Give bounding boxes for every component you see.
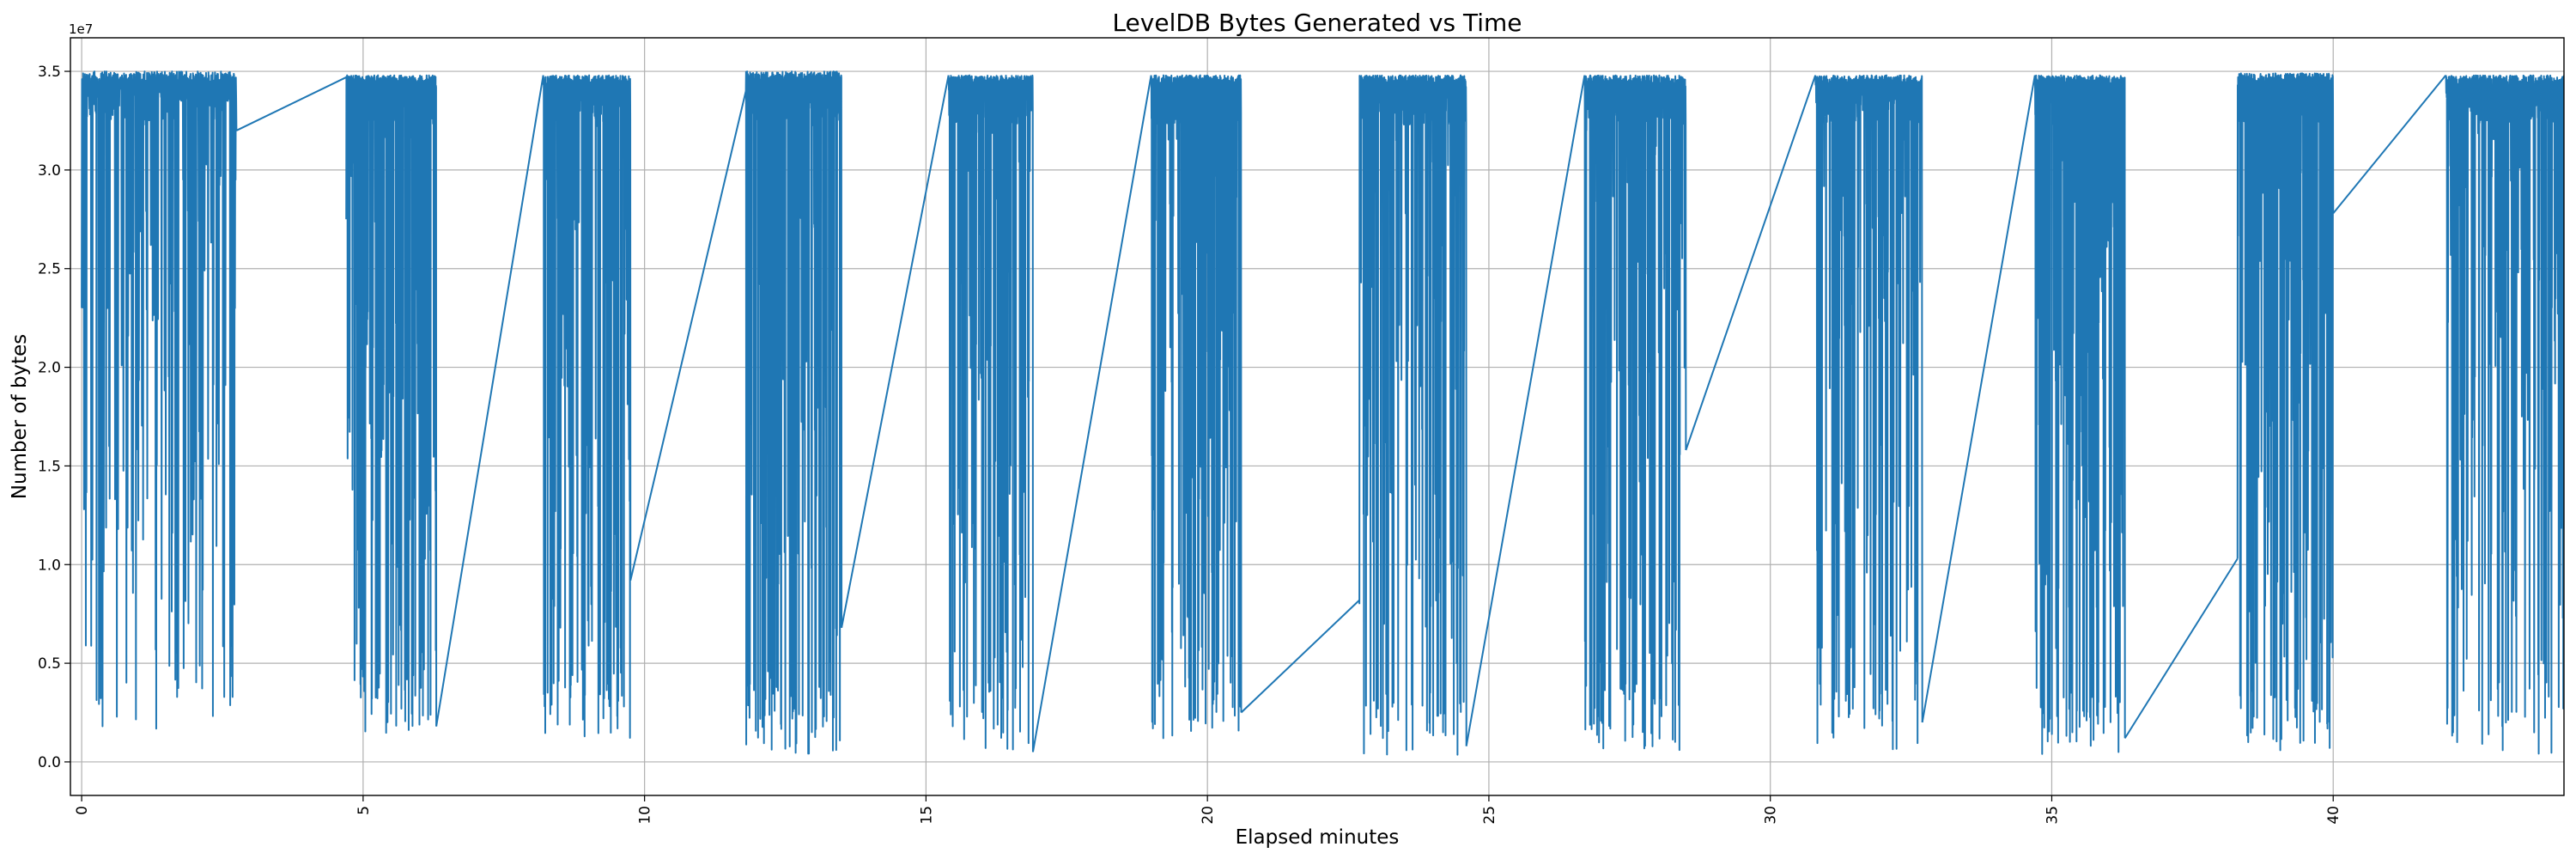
x-tick-label: 20 bbox=[1200, 806, 1217, 825]
series-layer bbox=[81, 70, 2564, 756]
y-tick-label: 0.5 bbox=[38, 655, 61, 673]
x-axis-label: Elapsed minutes bbox=[1236, 826, 1400, 849]
x-tick-label: 10 bbox=[637, 806, 654, 825]
series-burst-7 bbox=[1358, 74, 1467, 756]
series-gap-connector-7 bbox=[1465, 75, 1586, 746]
y-tick-label: 2.0 bbox=[38, 360, 61, 377]
y-tick-label: 2.5 bbox=[38, 261, 61, 278]
x-tick-label: 40 bbox=[2325, 806, 2342, 825]
series-burst-3 bbox=[542, 74, 632, 740]
plot-frame bbox=[70, 37, 2565, 796]
y-axis-label: Number of bytes bbox=[9, 334, 31, 500]
series-gap-connector-3 bbox=[629, 90, 747, 581]
series-gap-connector-11 bbox=[2332, 75, 2447, 215]
y-tick-label: 1.0 bbox=[38, 557, 61, 574]
y-tick-label: 3.5 bbox=[38, 64, 61, 81]
y-axis-offset-label: 1e7 bbox=[69, 21, 93, 37]
x-tick-label: 30 bbox=[1763, 806, 1780, 825]
series-gap-connector-4 bbox=[841, 75, 950, 628]
x-tick-label: 5 bbox=[355, 806, 373, 815]
series-burst-1 bbox=[81, 70, 238, 730]
series-burst-6 bbox=[1150, 74, 1242, 740]
x-tick-label: 25 bbox=[1481, 806, 1498, 825]
series-gap-connector-8 bbox=[1685, 75, 1817, 451]
series-gap-connector-2 bbox=[435, 75, 544, 727]
y-tick-label: 0.0 bbox=[38, 754, 61, 771]
series-burst-4 bbox=[744, 70, 843, 755]
x-tick-label: 15 bbox=[918, 806, 935, 825]
x-tick-label: 35 bbox=[2044, 806, 2061, 825]
series-burst-11 bbox=[2236, 72, 2335, 752]
series-gap-connector-9 bbox=[1921, 75, 2036, 723]
series-burst-8 bbox=[1583, 74, 1687, 752]
y-tick-label: 3.0 bbox=[38, 162, 61, 180]
series-burst-9 bbox=[1814, 74, 1923, 751]
series-gap-connector-1 bbox=[235, 76, 347, 131]
series-burst-2 bbox=[345, 74, 438, 734]
series-burst-12 bbox=[2445, 74, 2564, 755]
series-burst-5 bbox=[947, 74, 1034, 752]
series-gap-connector-6 bbox=[1240, 599, 1360, 714]
axis-ticks: 0 5 10 15 20 25 30 35 40 0.0 0.5 1.0 1.5 2.0 2.5 3.0 3.5 bbox=[38, 64, 2342, 825]
series-gap-connector-10 bbox=[2123, 557, 2239, 739]
x-tick-label: 0 bbox=[74, 806, 91, 815]
chart-title: LevelDB Bytes Generated vs Time bbox=[1112, 9, 1522, 37]
y-tick-label: 1.5 bbox=[38, 458, 61, 475]
series-burst-10 bbox=[2033, 74, 2126, 755]
series-gap-connector-5 bbox=[1031, 75, 1152, 752]
